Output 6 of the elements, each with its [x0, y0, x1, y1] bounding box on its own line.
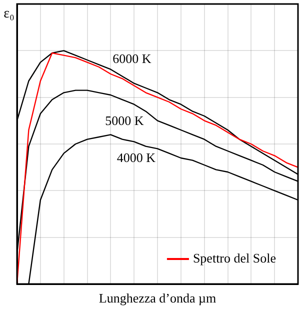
y-axis-title: ε₀ — [4, 6, 14, 22]
series-label: 4000 K — [116, 150, 156, 166]
legend-label: Spettro del Sole — [192, 250, 276, 266]
series-label: 5000 K — [105, 112, 144, 128]
series-label: 6000 K — [112, 50, 152, 66]
x-axis-title: Lunghezza d’onda µm — [98, 290, 216, 306]
